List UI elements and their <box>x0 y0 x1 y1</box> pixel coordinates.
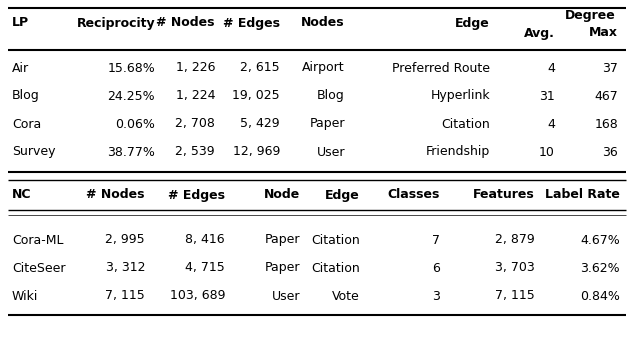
Text: 4: 4 <box>547 62 555 75</box>
Text: 2, 615: 2, 615 <box>240 62 280 75</box>
Text: 2, 879: 2, 879 <box>495 233 535 247</box>
Text: 103, 689: 103, 689 <box>169 290 225 303</box>
Text: 1, 224: 1, 224 <box>176 89 215 102</box>
Text: 3.62%: 3.62% <box>580 261 620 274</box>
Text: 4, 715: 4, 715 <box>185 261 225 274</box>
Text: Edge: Edge <box>325 189 360 202</box>
Text: # Edges: # Edges <box>168 189 225 202</box>
Text: Degree: Degree <box>565 9 616 22</box>
Text: 31: 31 <box>540 89 555 102</box>
Text: Avg.: Avg. <box>524 26 555 39</box>
Text: NC: NC <box>12 189 32 202</box>
Text: 7, 115: 7, 115 <box>495 290 535 303</box>
Text: 2, 995: 2, 995 <box>105 233 145 247</box>
Text: 12, 969: 12, 969 <box>233 146 280 159</box>
Text: 0.06%: 0.06% <box>115 118 155 130</box>
Text: Features: Features <box>473 189 535 202</box>
Text: 3, 312: 3, 312 <box>105 261 145 274</box>
Text: 3, 703: 3, 703 <box>495 261 535 274</box>
Text: Citation: Citation <box>441 118 490 130</box>
Text: 2, 539: 2, 539 <box>176 146 215 159</box>
Text: 5, 429: 5, 429 <box>240 118 280 130</box>
Text: Cora: Cora <box>12 118 41 130</box>
Text: Edge: Edge <box>455 17 490 29</box>
Text: # Nodes: # Nodes <box>157 17 215 29</box>
Text: 4: 4 <box>547 118 555 130</box>
Text: CiteSeer: CiteSeer <box>12 261 65 274</box>
Text: Paper: Paper <box>264 233 300 247</box>
Text: 19, 025: 19, 025 <box>233 89 280 102</box>
Text: Preferred Route: Preferred Route <box>392 62 490 75</box>
Text: Blog: Blog <box>12 89 40 102</box>
Text: 7: 7 <box>432 233 440 247</box>
Text: 467: 467 <box>594 89 618 102</box>
Text: 8, 416: 8, 416 <box>185 233 225 247</box>
Text: Paper: Paper <box>264 261 300 274</box>
Text: 7, 115: 7, 115 <box>105 290 145 303</box>
Text: Classes: Classes <box>387 189 440 202</box>
Text: 37: 37 <box>602 62 618 75</box>
Text: Survey: Survey <box>12 146 56 159</box>
Text: 3: 3 <box>432 290 440 303</box>
Text: Label Rate: Label Rate <box>545 189 620 202</box>
Text: Node: Node <box>264 189 300 202</box>
Text: Paper: Paper <box>309 118 345 130</box>
Text: 38.77%: 38.77% <box>107 146 155 159</box>
Text: Reciprocity: Reciprocity <box>76 17 155 29</box>
Text: LP: LP <box>12 17 29 29</box>
Text: 2, 708: 2, 708 <box>175 118 215 130</box>
Text: Airport: Airport <box>302 62 345 75</box>
Text: User: User <box>316 146 345 159</box>
Text: 36: 36 <box>602 146 618 159</box>
Text: # Nodes: # Nodes <box>86 189 145 202</box>
Text: Air: Air <box>12 62 29 75</box>
Text: Friendship: Friendship <box>426 146 490 159</box>
Text: Citation: Citation <box>311 233 360 247</box>
Text: Hyperlink: Hyperlink <box>430 89 490 102</box>
Text: Max: Max <box>589 26 618 39</box>
Text: Wiki: Wiki <box>12 290 39 303</box>
Text: Blog: Blog <box>317 89 345 102</box>
Text: Cora-ML: Cora-ML <box>12 233 63 247</box>
Text: 15.68%: 15.68% <box>107 62 155 75</box>
Text: 168: 168 <box>594 118 618 130</box>
Text: 1, 226: 1, 226 <box>176 62 215 75</box>
Text: Citation: Citation <box>311 261 360 274</box>
Text: 24.25%: 24.25% <box>107 89 155 102</box>
Text: 0.84%: 0.84% <box>580 290 620 303</box>
Text: User: User <box>271 290 300 303</box>
Text: Nodes: Nodes <box>301 17 345 29</box>
Text: # Edges: # Edges <box>223 17 280 29</box>
Text: 6: 6 <box>432 261 440 274</box>
Text: 10: 10 <box>539 146 555 159</box>
Text: Vote: Vote <box>332 290 360 303</box>
Text: 4.67%: 4.67% <box>580 233 620 247</box>
